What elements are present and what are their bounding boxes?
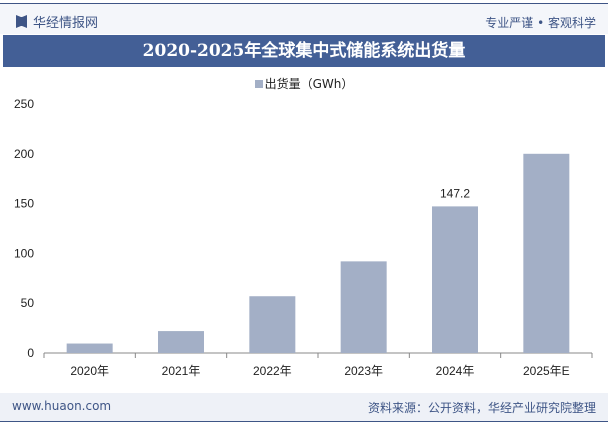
legend: 出货量（GWh） [0, 75, 608, 92]
brand-logo: 华经情报网 [16, 12, 98, 31]
y-tick-label: 250 [14, 97, 34, 111]
chart-title: 2020-2025年全球集中式储能系统出货量 [3, 35, 605, 67]
x-tick-label: 2021年 [162, 364, 201, 378]
x-tick-label: 2024年 [436, 364, 475, 378]
top-rule [0, 3, 608, 4]
y-tick-label: 0 [27, 346, 34, 360]
header: 华经情报网 专业严谨 • 客观科学 [0, 4, 608, 34]
footer: www.huaon.com 资料来源：公开资料，华经产业研究院整理 [0, 393, 608, 421]
y-tick-label: 100 [14, 246, 34, 260]
y-tick-label: 200 [14, 147, 34, 161]
bar [66, 343, 113, 353]
x-tick-label: 2020年 [70, 364, 109, 378]
bar [523, 153, 570, 353]
bar [249, 296, 296, 353]
bar [158, 331, 204, 353]
legend-label: 出货量（GWh） [264, 77, 354, 91]
slogan: 专业严谨 • 客观科学 [485, 16, 596, 30]
bar [340, 261, 387, 353]
source-note: 资料来源：公开资料，华经产业研究院整理 [367, 401, 596, 415]
brand-name: 华经情报网 [33, 16, 99, 31]
x-tick-label: 2022年 [253, 364, 292, 378]
data-label: 147.2 [440, 186, 470, 200]
y-tick-label: 150 [14, 197, 34, 211]
x-tick-label: 2023年 [344, 364, 383, 378]
bottom-rule [0, 421, 608, 422]
book-icon [16, 15, 27, 28]
y-tick-label: 50 [21, 296, 35, 310]
legend-swatch [254, 80, 263, 88]
x-tick-label: 2025年E [523, 364, 570, 378]
bar [432, 206, 478, 353]
website-link[interactable]: www.huaon.com [12, 399, 112, 413]
